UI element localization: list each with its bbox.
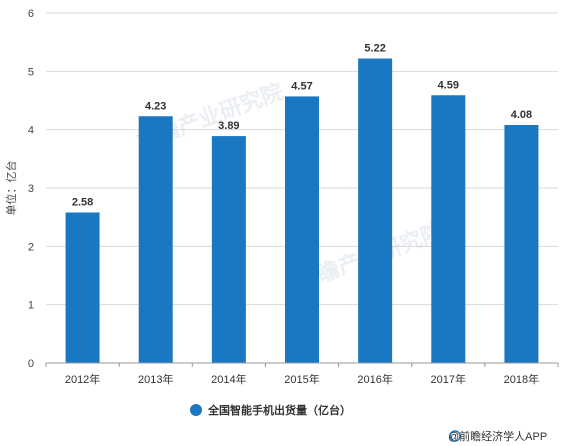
data-label: 3.89 bbox=[218, 120, 239, 132]
bar bbox=[138, 116, 173, 363]
bar bbox=[65, 212, 100, 363]
y-tick-label: 6 bbox=[28, 8, 34, 20]
y-tick-label: 4 bbox=[28, 125, 34, 137]
data-label: 4.23 bbox=[145, 100, 166, 112]
source-note: @前瞻经济学人APP bbox=[448, 429, 547, 443]
axes: 0 1 2 3 4 5 6 2012年 2013年 2014年 2015年 2016年 2017年 201… bbox=[28, 8, 559, 386]
legend: 全国智能手机出货量（亿台） bbox=[190, 403, 351, 417]
x-tick-label: 2012年 bbox=[65, 372, 100, 386]
data-label: 4.59 bbox=[438, 79, 459, 91]
bar bbox=[358, 58, 393, 363]
data-label: 2.58 bbox=[72, 197, 93, 209]
bar bbox=[211, 136, 246, 363]
bar bbox=[285, 96, 319, 364]
y-axis-label: 单位：亿台 bbox=[4, 161, 18, 216]
data-label: 4.08 bbox=[511, 109, 532, 121]
y-tick-label: 5 bbox=[28, 66, 34, 78]
x-tick-label: 2017年 bbox=[431, 372, 466, 386]
source-text: @前瞻经济学人APP bbox=[448, 429, 547, 443]
y-tick-label: 1 bbox=[28, 300, 34, 312]
legend-label: 全国智能手机出货量（亿台） bbox=[207, 403, 351, 417]
bar bbox=[431, 95, 466, 363]
x-tick-label: 2016年 bbox=[357, 372, 392, 386]
y-tick-label: 0 bbox=[28, 358, 34, 370]
y-tick-label: 3 bbox=[28, 183, 34, 195]
data-labels: 2.58 4.23 3.89 4.57 5.22 4.59 4.08 bbox=[72, 43, 532, 209]
data-label: 5.22 bbox=[364, 43, 385, 55]
bar bbox=[504, 125, 539, 363]
legend-marker bbox=[190, 404, 202, 416]
data-label: 4.57 bbox=[291, 80, 312, 92]
x-tick-label: 2014年 bbox=[211, 372, 246, 386]
x-tick-label: 2015年 bbox=[284, 372, 319, 386]
source-icon bbox=[449, 430, 461, 442]
x-tick-label: 2013年 bbox=[138, 372, 173, 386]
y-tick-label: 2 bbox=[28, 241, 34, 253]
bars bbox=[65, 58, 539, 364]
x-tick-label: 2018年 bbox=[504, 372, 539, 386]
